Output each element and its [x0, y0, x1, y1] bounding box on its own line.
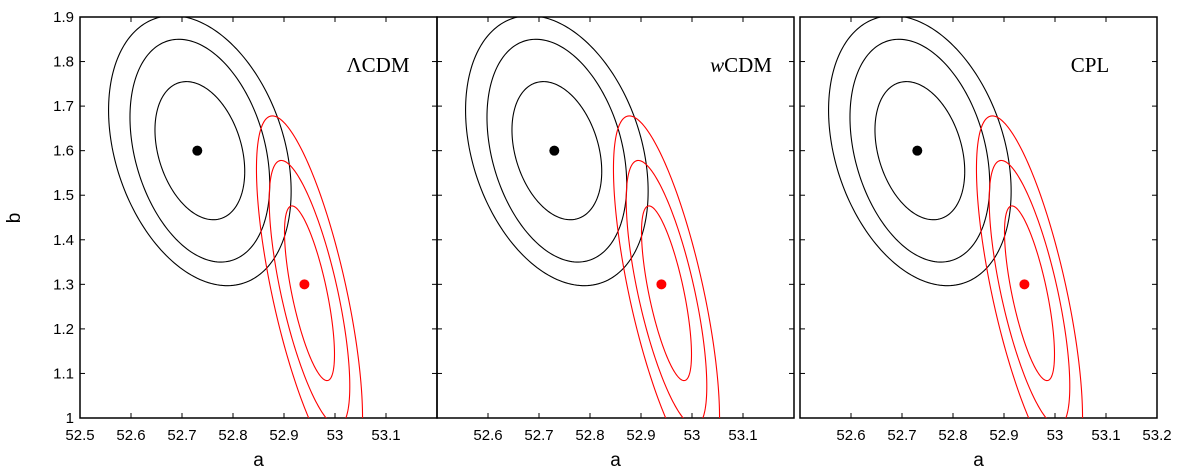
black-contour-1: [511, 81, 603, 221]
x-tick-label: 52.7: [524, 427, 553, 444]
black-contour-2: [486, 38, 628, 263]
x-tick-label: 52.9: [269, 427, 298, 444]
x-tick-label: 53.2: [1142, 427, 1171, 444]
y-tick-label: 1.9: [53, 9, 74, 26]
black-contour-3: [828, 17, 1012, 287]
panels-layer: 52.5 52.6 52.7 52.8 52.9 53 53.1 1 1.1 1.2 1.3 1.4 1…: [53, 9, 1171, 470]
black-best-fit-point: [549, 145, 560, 156]
y-tick-label: 1.5: [53, 187, 74, 204]
black-contour-3: [108, 17, 292, 287]
red-contour-2: [268, 159, 351, 418]
plot-frame: [799, 16, 1158, 419]
panel-3: 52.6 52.7 52.8 52.9 53 53.1 53.2 a CPL: [799, 16, 1172, 470]
red-contour-1: [1003, 205, 1056, 382]
x-tick-label: 52.9: [626, 427, 655, 444]
x-tick-label: 52.8: [575, 427, 604, 444]
red-contour-2: [625, 159, 708, 418]
black-contour-2: [849, 38, 991, 263]
x-tick-label: 53: [1047, 427, 1064, 444]
x-tick-label: 52.6: [836, 427, 865, 444]
model-label: ΛCDM: [346, 53, 409, 77]
x-tick-label: 53: [327, 427, 344, 444]
black-contour-3: [465, 17, 649, 287]
black-contour-1: [874, 81, 966, 221]
y-tick-label: 1: [66, 410, 74, 427]
y-tick-label: 1.4: [53, 232, 74, 249]
x-tick-label: 52.7: [887, 427, 916, 444]
x-axis-label: a: [973, 450, 984, 470]
contour-group: [465, 17, 721, 418]
x-tick-label: 52.7: [167, 427, 196, 444]
plot-frame: [436, 16, 795, 419]
black-contour-2: [129, 38, 271, 263]
x-tick-label: 52.8: [218, 427, 247, 444]
model-label: CPL: [1071, 53, 1110, 77]
black-contour-1: [154, 81, 246, 221]
y-axis-label: b: [4, 213, 25, 224]
black-best-fit-point: [192, 145, 203, 156]
x-tick-label: 52.8: [938, 427, 967, 444]
x-tick-label: 52.5: [65, 427, 94, 444]
x-axis-label: a: [253, 450, 264, 470]
red-contour-3: [975, 115, 1084, 418]
red-contour-2: [988, 159, 1071, 418]
red-best-fit-point: [1019, 279, 1030, 290]
panel-2: 52.6 52.7 52.8 52.9 53 53.1 a wCDM: [436, 16, 795, 470]
x-tick-label: 52.9: [989, 427, 1018, 444]
red-contour-3: [255, 115, 364, 418]
panel-1: 52.5 52.6 52.7 52.8 52.9 53 53.1 1 1.1 1.2 1.3 1.4 1…: [53, 9, 438, 470]
x-tick-label: 53.1: [1091, 427, 1120, 444]
y-tick-label: 1.8: [53, 54, 74, 71]
red-best-fit-point: [299, 279, 310, 290]
red-contour-3: [612, 115, 721, 418]
red-contour-1: [640, 205, 693, 382]
y-tick-label: 1.1: [53, 365, 74, 382]
contour-group: [108, 17, 364, 418]
x-tick-label: 53.1: [728, 427, 757, 444]
red-best-fit-point: [656, 279, 667, 290]
y-tick-label: 1.3: [53, 276, 74, 293]
y-tick-label: 1.6: [53, 143, 74, 160]
red-contour-1: [283, 205, 336, 382]
x-tick-label: 52.6: [116, 427, 145, 444]
y-tick-label: 1.7: [53, 98, 74, 115]
x-tick-label: 52.6: [473, 427, 502, 444]
x-tick-label: 53.1: [371, 427, 400, 444]
x-tick-label: 53: [684, 427, 701, 444]
contour-group: [828, 17, 1084, 418]
black-best-fit-point: [912, 145, 923, 156]
x-axis-label: a: [610, 450, 621, 470]
y-tick-label: 1.2: [53, 321, 74, 338]
model-label: wCDM: [710, 53, 772, 77]
